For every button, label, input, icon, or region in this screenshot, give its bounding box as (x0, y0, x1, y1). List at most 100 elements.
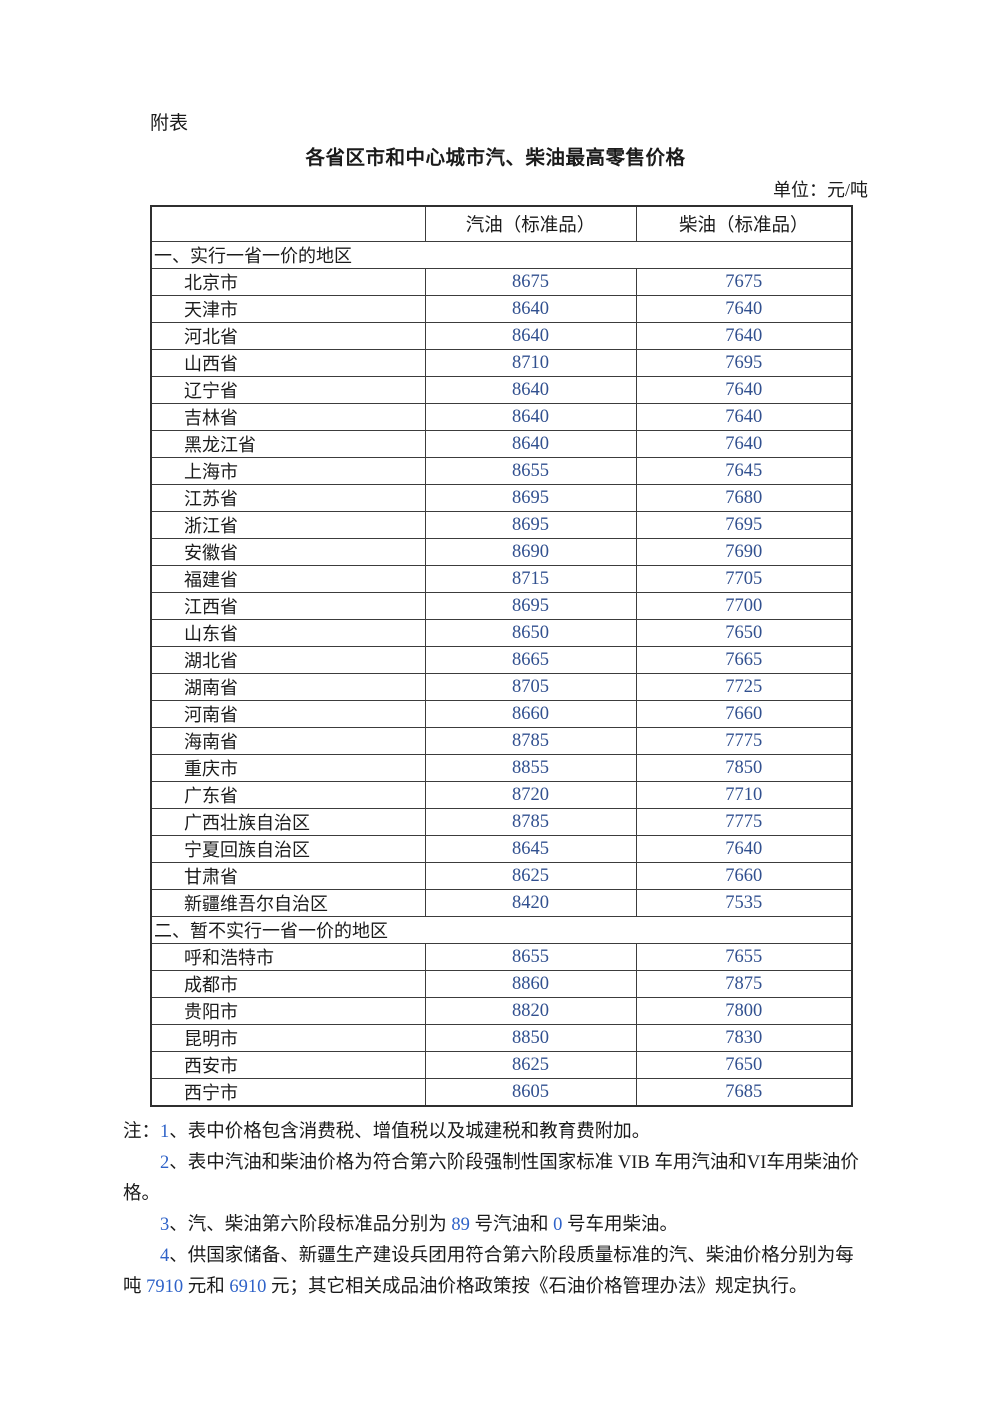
table-row: 重庆市 8855 7850 (150, 754, 853, 782)
diesel-price-cell: 7690 (635, 538, 853, 566)
diesel-price-cell: 7665 (635, 646, 853, 674)
note-text-2: 2、表中汽油和柴油价格为符合第六阶段强制性国家标准 VIB 车用汽油和VI车用柴… (123, 1153, 859, 1204)
region-cell: 广东省 (150, 781, 426, 809)
diesel-price-cell: 7850 (635, 754, 853, 782)
diesel-price-cell: 7725 (635, 673, 853, 701)
gasoline-price-cell: 8660 (424, 700, 637, 728)
table-row: 西安市 8625 7650 (150, 1051, 853, 1079)
gasoline-price-cell: 8690 (424, 538, 637, 566)
table-row: 河南省 8660 7660 (150, 700, 853, 728)
region-cell: 西安市 (150, 1051, 426, 1079)
note-line-3: 3、汽、柴油第六阶段标准品分别为 89 号汽油和 0 号车用柴油。 (123, 1210, 868, 1241)
diesel-price-cell: 7640 (635, 322, 853, 350)
region-cell: 河北省 (150, 322, 426, 350)
table-row: 黑龙江省 8640 7640 (150, 430, 853, 458)
diesel-price-cell: 7705 (635, 565, 853, 593)
diesel-price-cell: 7800 (635, 997, 853, 1025)
table-row: 呼和浩特市 8655 7655 (150, 943, 853, 971)
region-cell: 河南省 (150, 700, 426, 728)
region-cell: 甘肃省 (150, 862, 426, 890)
gasoline-price-cell: 8640 (424, 295, 637, 323)
table-row: 广东省 8720 7710 (150, 781, 853, 809)
region-cell: 成都市 (150, 970, 426, 998)
gasoline-price-cell: 8650 (424, 619, 637, 647)
gasoline-price-cell: 8640 (424, 376, 637, 404)
notes-prefix: 注： (123, 1122, 161, 1142)
gasoline-price-cell: 8675 (424, 268, 637, 296)
table-row: 广西壮族自治区 8785 7775 (150, 808, 853, 836)
region-cell: 广西壮族自治区 (150, 808, 426, 836)
region-cell: 辽宁省 (150, 376, 426, 404)
section-heading-row: 一、实行一省一价的地区 (150, 241, 853, 269)
table-row: 西宁市 8605 7685 (150, 1078, 853, 1107)
gasoline-price-cell: 8640 (424, 403, 637, 431)
gasoline-price-cell: 8695 (424, 484, 637, 512)
price-table-body: 一、实行一省一价的地区 北京市 8675 7675 天津市 8640 7640 … (150, 241, 853, 1107)
region-cell: 宁夏回族自治区 (150, 835, 426, 863)
gasoline-price-cell: 8645 (424, 835, 637, 863)
gasoline-price-cell: 8785 (424, 727, 637, 755)
section-heading: 二、暂不实行一省一价的地区 (150, 916, 853, 944)
diesel-price-cell: 7710 (635, 781, 853, 809)
table-row: 河北省 8640 7640 (150, 322, 853, 350)
gasoline-price-cell: 8665 (424, 646, 637, 674)
gasoline-price-cell: 8625 (424, 1051, 637, 1079)
table-row: 山西省 8710 7695 (150, 349, 853, 377)
diesel-price-cell: 7700 (635, 592, 853, 620)
diesel-price-cell: 7875 (635, 970, 853, 998)
gasoline-price-cell: 8420 (424, 889, 637, 917)
gasoline-price-cell: 8850 (424, 1024, 637, 1052)
region-cell: 浙江省 (150, 511, 426, 539)
gasoline-price-cell: 8640 (424, 322, 637, 350)
diesel-price-cell: 7640 (635, 376, 853, 404)
region-cell: 山西省 (150, 349, 426, 377)
attachment-label: 附表 (150, 113, 189, 134)
table-row: 江苏省 8695 7680 (150, 484, 853, 512)
table-row: 天津市 8640 7640 (150, 295, 853, 323)
region-cell: 江苏省 (150, 484, 426, 512)
gasoline-price-cell: 8640 (424, 430, 637, 458)
gasoline-price-cell: 8695 (424, 592, 637, 620)
diesel-price-cell: 7660 (635, 700, 853, 728)
table-row: 北京市 8675 7675 (150, 268, 853, 296)
table-row: 湖北省 8665 7665 (150, 646, 853, 674)
diesel-price-cell: 7640 (635, 835, 853, 863)
table-row: 辽宁省 8640 7640 (150, 376, 853, 404)
note-text-1: 1、表中价格包含消费税、增值税以及城建税和教育费附加。 (160, 1122, 651, 1142)
diesel-price-cell: 7650 (635, 619, 853, 647)
region-cell: 海南省 (150, 727, 426, 755)
diesel-price-cell: 7640 (635, 403, 853, 431)
table-header-row: 汽油（标准品） 柴油（标准品） (150, 205, 853, 242)
diesel-price-cell: 7640 (635, 430, 853, 458)
gasoline-price-cell: 8605 (424, 1078, 637, 1107)
diesel-price-cell: 7645 (635, 457, 853, 485)
region-cell: 山东省 (150, 619, 426, 647)
diesel-price-cell: 7535 (635, 889, 853, 917)
table-row: 成都市 8860 7875 (150, 970, 853, 998)
region-cell: 福建省 (150, 565, 426, 593)
region-cell: 天津市 (150, 295, 426, 323)
diesel-price-cell: 7685 (635, 1078, 853, 1107)
column-header-diesel: 柴油（标准品） (635, 205, 853, 242)
gasoline-price-cell: 8820 (424, 997, 637, 1025)
diesel-price-cell: 7650 (635, 1051, 853, 1079)
diesel-price-cell: 7655 (635, 943, 853, 971)
gasoline-price-cell: 8710 (424, 349, 637, 377)
price-table: 汽油（标准品） 柴油（标准品） 一、实行一省一价的地区 北京市 8675 767… (150, 205, 853, 1107)
table-row: 昆明市 8850 7830 (150, 1024, 853, 1052)
gasoline-price-cell: 8625 (424, 862, 637, 890)
table-row: 福建省 8715 7705 (150, 565, 853, 593)
region-cell: 北京市 (150, 268, 426, 296)
note-line-2: 2、表中汽油和柴油价格为符合第六阶段强制性国家标准 VIB 车用汽油和VI车用柴… (123, 1148, 868, 1210)
section-heading-row: 二、暂不实行一省一价的地区 (150, 916, 853, 944)
table-row: 甘肃省 8625 7660 (150, 862, 853, 890)
region-cell: 安徽省 (150, 538, 426, 566)
table-row: 浙江省 8695 7695 (150, 511, 853, 539)
diesel-price-cell: 7660 (635, 862, 853, 890)
table-row: 吉林省 8640 7640 (150, 403, 853, 431)
region-cell: 上海市 (150, 457, 426, 485)
column-header-gasoline: 汽油（标准品） (424, 205, 637, 242)
region-cell: 江西省 (150, 592, 426, 620)
diesel-price-cell: 7640 (635, 295, 853, 323)
